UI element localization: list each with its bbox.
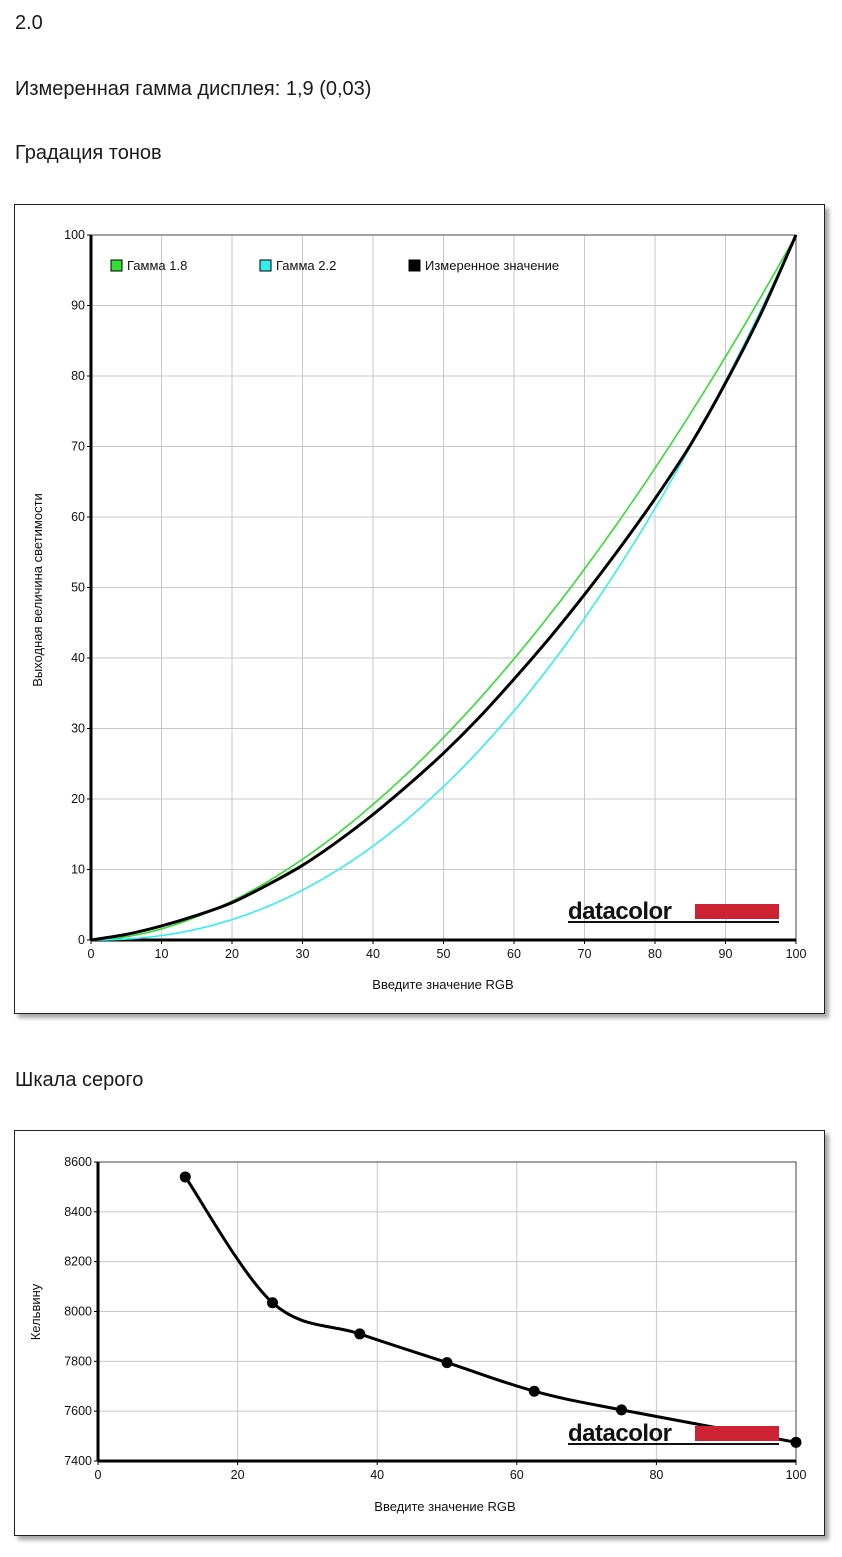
chart-grid: [89, 234, 797, 942]
chart-series: [179, 1171, 802, 1448]
y-tick-label: 7600: [64, 1404, 92, 1418]
y-axis-label: Выходная величина светимости: [30, 493, 45, 687]
y-tick-label: 10: [71, 863, 85, 877]
legend-swatch: [408, 259, 421, 272]
x-tick-label: 90: [719, 947, 733, 961]
data-point: [354, 1328, 366, 1340]
datacolor-logo: datacolor: [568, 1420, 779, 1447]
x-tick-label: 80: [648, 947, 662, 961]
version-label: 2.0: [15, 12, 43, 34]
legend-swatch: [259, 259, 272, 272]
measured-gamma-text: Измеренная гамма дисплея: 1,9 (0,03): [15, 78, 372, 100]
y-tick-label: 8400: [64, 1205, 92, 1219]
y-tick-label: 100: [64, 228, 85, 242]
y-tick-label: 20: [71, 792, 85, 806]
data-point: [616, 1404, 627, 1416]
y-tick-label: 50: [71, 581, 85, 595]
y-axis-label: Кельвину: [28, 1283, 43, 1340]
series-line-2: [90, 234, 798, 942]
y-tick-label: 7400: [64, 1454, 92, 1468]
legend-label: Измеренное значение: [425, 258, 559, 273]
datacolor-logo-bar: [695, 1426, 779, 1441]
x-tick-label: 0: [95, 1468, 102, 1482]
x-tick-label: 20: [225, 947, 239, 961]
datacolor-logo-text: datacolor: [568, 1420, 672, 1447]
chart-grid: [96, 1161, 797, 1463]
x-tick-label: 100: [786, 1468, 807, 1482]
grayscale-chart: 0 20 40 60 80 100 7400 7600 7800 8000 8200 8400 8600…: [28, 1155, 806, 1514]
y-tick-label: 8000: [64, 1305, 92, 1319]
tone-gradation-heading: Градация тонов: [15, 142, 162, 164]
chart-series: [90, 234, 798, 942]
tone-gradation-chart: 0 10 20 30 40 50 60 70 80 90 100 0 10 20 30 40 50 60 70 80 9…: [30, 228, 806, 992]
datacolor-logo-bar: [695, 904, 779, 919]
chart-ticks: 0 10 20 30 40 50 60 70 80 90 100 0 10 20 30 40 50 60 70 80 9…: [64, 228, 806, 961]
data-point: [528, 1385, 540, 1397]
y-tick-label: 0: [78, 933, 85, 947]
y-tick-label: 90: [71, 299, 85, 313]
y-tick-label: 30: [71, 722, 85, 736]
datacolor-logo-underline: [568, 921, 779, 923]
y-tick-label: 80: [71, 369, 85, 383]
chart-ticks: 0 20 40 60 80 100 7400 7600 7800 8000 8200 8400 8600: [64, 1155, 806, 1482]
data-point: [179, 1171, 191, 1183]
x-axis-label: Введите значение RGB: [374, 1499, 515, 1514]
x-tick-label: 60: [510, 1468, 524, 1482]
x-tick-label: 100: [786, 947, 807, 961]
x-tick-label: 30: [296, 947, 310, 961]
datacolor-logo-underline: [568, 1443, 779, 1445]
x-tick-label: 40: [370, 1468, 384, 1482]
x-tick-label: 10: [155, 947, 169, 961]
grayscale-chart-panel: 0 20 40 60 80 100 7400 7600 7800 8000 8200 8400 8600…: [14, 1130, 825, 1536]
x-axis-label: Введите значение RGB: [372, 977, 513, 992]
y-tick-label: 8200: [64, 1255, 92, 1269]
x-tick-label: 40: [366, 947, 380, 961]
x-tick-label: 0: [88, 947, 95, 961]
x-tick-label: 50: [437, 947, 451, 961]
legend-label: Гамма 2.2: [276, 258, 336, 273]
legend-swatch: [110, 259, 123, 272]
x-tick-label: 70: [578, 947, 592, 961]
tone-gradation-chart-panel: 0 10 20 30 40 50 60 70 80 90 100 0 10 20 30 40 50 60 70 80 9…: [14, 204, 825, 1014]
y-tick-label: 70: [71, 440, 85, 454]
data-point: [441, 1357, 453, 1369]
x-tick-label: 80: [649, 1468, 663, 1482]
y-tick-label: 60: [71, 510, 85, 524]
legend-label: Гамма 1.8: [127, 258, 187, 273]
x-tick-label: 60: [507, 947, 521, 961]
datacolor-logo: datacolor: [568, 898, 779, 925]
data-point: [267, 1297, 278, 1309]
series-line-1: [91, 234, 797, 941]
y-tick-label: 7800: [64, 1354, 92, 1368]
datacolor-logo-text: datacolor: [568, 898, 672, 925]
x-tick-label: 20: [231, 1468, 245, 1482]
grayscale-heading: Шкала серого: [15, 1069, 144, 1091]
chart-legend: Гамма 1.8 Гамма 2.2 Измеренное значение: [110, 258, 559, 273]
y-tick-label: 40: [71, 651, 85, 665]
data-point: [790, 1436, 802, 1448]
y-tick-label: 8600: [64, 1155, 92, 1169]
